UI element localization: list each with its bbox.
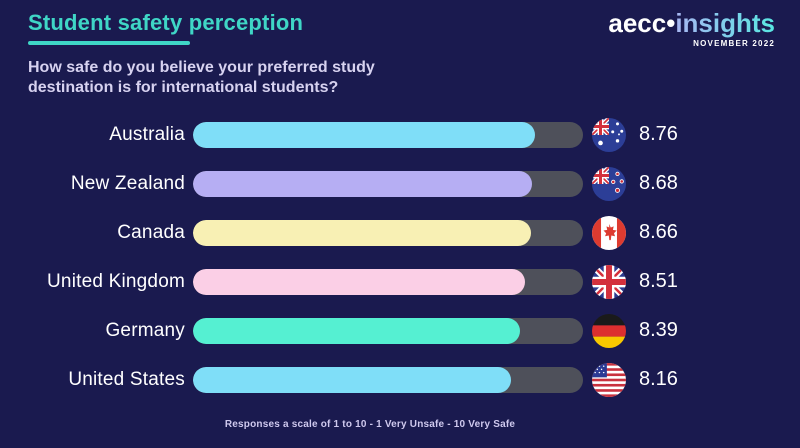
logo-wordmark: aecc•insights [608,10,775,36]
logo-dot-icon: • [666,8,676,38]
bar-row: Canada 8.66 [0,208,800,257]
bar-fill [193,268,525,295]
bar-track [193,366,583,393]
country-label: United States [68,368,185,390]
title-underline [28,41,190,45]
survey-question: How safe do you believe your preferred s… [28,59,375,97]
country-label: Germany [105,319,185,341]
bar-row: United States [0,355,800,404]
country-label: Australia [109,123,185,145]
logo-issue-date: NOVEMBER 2022 [693,39,775,48]
page-title: Student safety perception [28,10,304,35]
score-value: 8.68 [639,172,678,194]
bar-row: Germany 8.39 [0,306,800,355]
score-value: 8.66 [639,221,678,243]
new-zealand-flag-icon [592,166,626,201]
bar-row: United Kingdom 8.51 [0,257,800,306]
bar-fill [193,170,532,197]
score-value: 8.16 [639,368,678,390]
bar-fill [193,317,521,344]
aecc-insights-logo: aecc•insights NOVEMBER 2022 [608,10,775,48]
bar-fill [193,366,512,393]
bar-fill [193,219,531,246]
bar-fill [193,121,535,148]
bar-row: Australia [0,110,800,159]
bar-track [193,121,583,148]
united-states-flag-icon [592,362,626,397]
bar-track [193,170,583,197]
bar-track [193,317,583,344]
bar-track [193,219,583,246]
logo-product-text: insights [675,8,775,38]
country-label: United Kingdom [47,270,185,292]
bar-row: New Zealand [0,159,800,208]
scale-note: Responses a scale of 1 to 10 - 1 Very Un… [224,419,516,430]
score-value: 8.51 [639,270,678,292]
bar-track [193,268,583,295]
country-label: New Zealand [70,172,185,194]
country-label: Canada [117,221,185,243]
score-value: 8.39 [639,319,678,341]
logo-brand-text: aecc [608,8,667,38]
australia-flag-icon [592,117,626,152]
score-value: 8.76 [639,123,678,145]
bar-chart: Australia [0,110,800,404]
canada-flag-icon [592,215,626,250]
germany-flag-icon [592,313,626,348]
united-kingdom-flag-icon [592,264,626,299]
